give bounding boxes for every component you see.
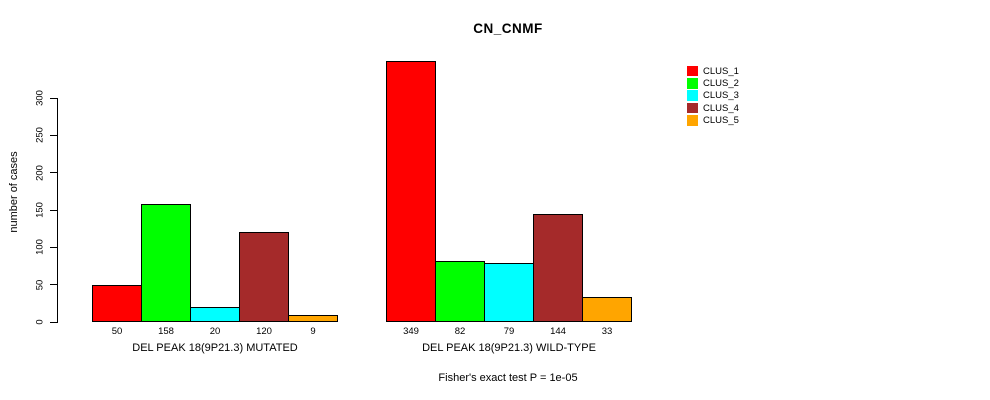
y-axis-tick-label: 50 [34, 279, 46, 290]
legend-item: CLUS_3 [687, 90, 739, 102]
legend-swatch [687, 102, 698, 114]
bar-clus_2-group1 [141, 204, 191, 322]
legend-item-label: CLUS_4 [703, 102, 739, 114]
legend-item: CLUS_2 [687, 77, 739, 89]
bar-clus_4-group1 [239, 232, 289, 322]
y-axis-tick [50, 246, 57, 248]
legend: CLUS_1 CLUS_2 CLUS_3 CLUS_4 CLUS_5 [687, 65, 739, 126]
y-axis-tick [50, 97, 57, 99]
legend-item-label: CLUS_1 [703, 65, 739, 77]
bar-clus_3-group1 [190, 307, 240, 322]
y-axis-tick [50, 321, 57, 323]
y-axis-tick-label: 0 [34, 319, 46, 325]
y-axis-tick [50, 172, 57, 174]
legend-item-label: CLUS_3 [703, 90, 739, 102]
legend-item: CLUS_5 [687, 114, 739, 126]
y-axis-tick-label: 200 [34, 164, 46, 181]
legend-swatch [687, 65, 698, 77]
bar-value-label: 50 [111, 325, 123, 337]
bar-clus_1-group1 [92, 284, 142, 322]
bar-value-label: 33 [601, 325, 613, 337]
bar-value-label: 79 [503, 325, 515, 337]
bar-value-label: 120 [256, 325, 272, 337]
y-axis-tick-label: 250 [34, 127, 46, 144]
legend-swatch [687, 78, 698, 89]
bar-clus_3-group2 [484, 263, 534, 322]
x-axis-group-label: DEL PEAK 18(9P21.3) MUTATED [132, 342, 298, 354]
y-axis-label: number of cases [8, 151, 20, 233]
x-axis-group-label: DEL PEAK 18(9P21.3) WILD-TYPE [422, 342, 596, 354]
bar-clus_5-group2 [582, 297, 632, 322]
y-axis-tick [50, 284, 57, 286]
y-axis-tick [50, 209, 57, 211]
bar-value-label: 158 [158, 325, 174, 337]
y-axis-tick [50, 134, 57, 136]
y-axis-tick-label: 150 [34, 202, 46, 218]
y-axis-tick-label: 100 [34, 239, 46, 256]
bar-value-label: 349 [403, 325, 419, 337]
legend-item: CLUS_4 [687, 102, 739, 114]
legend-swatch [687, 115, 698, 126]
bar-clus_1-group2 [386, 61, 436, 322]
y-axis-line [57, 98, 58, 323]
legend-swatch [687, 90, 698, 101]
legend-item-label: CLUS_5 [703, 114, 739, 126]
legend-item: CLUS_1 [687, 65, 739, 77]
bar-value-label: 9 [310, 325, 316, 337]
bar-value-label: 20 [209, 325, 221, 337]
bar-value-label: 144 [550, 325, 566, 337]
y-axis-tick-label: 300 [34, 90, 46, 106]
bar-clus_2-group2 [435, 260, 485, 322]
annotation-text: Fisher's exact test P = 1e-05 [438, 372, 578, 384]
chart-title: CN_CNMF [473, 21, 543, 36]
bar-value-label: 82 [454, 325, 466, 337]
legend-item-label: CLUS_2 [703, 77, 739, 89]
bar-clus_4-group2 [533, 214, 583, 322]
bar-clus_5-group1 [288, 315, 338, 322]
